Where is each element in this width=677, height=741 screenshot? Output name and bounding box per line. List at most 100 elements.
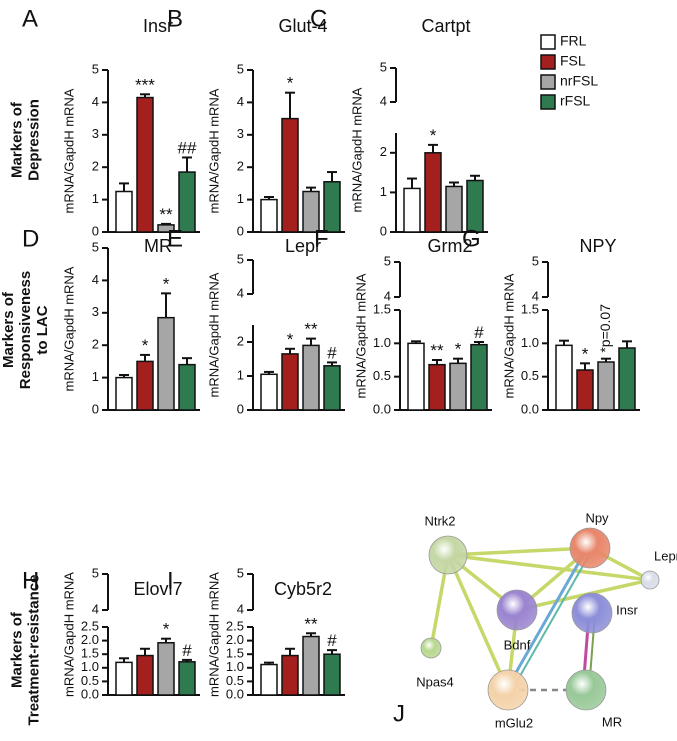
node-label: Npy bbox=[585, 510, 609, 525]
y-tick-label: 5 bbox=[380, 59, 387, 74]
y-tick-label: 2 bbox=[237, 159, 244, 174]
annotation: # bbox=[182, 641, 192, 660]
y-tick-label: 1 bbox=[237, 367, 244, 382]
annotation: * bbox=[455, 340, 462, 359]
y-tick-label: 1.5 bbox=[373, 301, 391, 316]
annotation: # bbox=[327, 343, 337, 362]
bar bbox=[281, 654, 299, 696]
row-label: Markers of bbox=[0, 291, 17, 368]
network-node bbox=[640, 570, 660, 590]
y-tick-label: 0 bbox=[380, 223, 387, 238]
bar bbox=[136, 654, 154, 696]
panel-letter: H bbox=[22, 567, 39, 594]
panel-letter: D bbox=[22, 225, 39, 252]
bar bbox=[178, 661, 196, 696]
annotation: * bbox=[582, 344, 589, 363]
panel-letter: F bbox=[314, 225, 329, 252]
y-tick-label: 3 bbox=[237, 126, 244, 141]
bar bbox=[157, 316, 175, 411]
chart-title: NPY bbox=[579, 236, 616, 256]
annotation: # bbox=[474, 323, 484, 342]
bar bbox=[260, 198, 278, 233]
network-node bbox=[569, 527, 611, 569]
annotation: ** bbox=[159, 205, 173, 224]
bar bbox=[302, 190, 320, 233]
y-tick-label: 4 bbox=[92, 601, 99, 616]
y-tick-label: 2 bbox=[92, 159, 99, 174]
y-tick-label: 5 bbox=[237, 61, 244, 76]
bar bbox=[407, 342, 425, 411]
y-tick-label: 0.5 bbox=[81, 673, 99, 688]
y-tick-label: 5 bbox=[532, 253, 539, 268]
bar bbox=[576, 369, 594, 411]
bar bbox=[281, 353, 299, 411]
network-node bbox=[571, 592, 613, 634]
bar bbox=[302, 344, 320, 411]
y-tick-label: 1 bbox=[380, 184, 387, 199]
y-tick-label: 1.5 bbox=[226, 646, 244, 661]
network-edges bbox=[429, 546, 651, 691]
y-axis-label: mRNA/GapdH mRNA bbox=[61, 572, 76, 697]
chart-title: Grm2 bbox=[428, 236, 473, 256]
y-tick-label: 0.0 bbox=[81, 686, 99, 701]
chart-title: Lepr bbox=[285, 236, 321, 256]
bar-chart: H Elovl7 mRNA/GapdH mRNA 0.00.51.01.52.02.5… bbox=[22, 565, 200, 701]
y-tick-label: 5 bbox=[237, 251, 244, 266]
y-axis-label: mRNA/GapdH mRNA bbox=[206, 88, 221, 213]
panel-letter: I bbox=[167, 567, 174, 594]
annotation: *** bbox=[135, 75, 155, 94]
annotation: *p=0.07 bbox=[597, 304, 613, 353]
y-tick-label: 4 bbox=[237, 601, 244, 616]
bar bbox=[597, 361, 615, 411]
node-label: mGlu2 bbox=[495, 715, 533, 730]
bar bbox=[136, 360, 154, 411]
annotation: ** bbox=[430, 341, 444, 360]
bar bbox=[470, 343, 488, 411]
bar-chart: C Cartpt mRNA/GapdH mRNA 0 1 2 4 5 * bbox=[310, 5, 488, 238]
annotation: * bbox=[430, 126, 437, 145]
bar bbox=[618, 347, 636, 411]
y-tick-label: 4 bbox=[237, 94, 244, 109]
y-tick-label: 1.5 bbox=[81, 646, 99, 661]
y-axis-label: mRNA/GapdH mRNA bbox=[349, 87, 364, 212]
chart-title: Glut-4 bbox=[278, 16, 327, 36]
panel-letter: C bbox=[310, 5, 327, 32]
chart-title: Cyb5r2 bbox=[274, 579, 332, 599]
node-label: Ntrk2 bbox=[424, 513, 455, 528]
y-axis-label: mRNA/GapdH mRNA bbox=[501, 273, 516, 398]
y-axis-label: mRNA/GapdH mRNA bbox=[61, 88, 76, 213]
y-tick-label: 2.0 bbox=[226, 632, 244, 647]
bar bbox=[157, 642, 175, 696]
bar bbox=[323, 365, 341, 411]
legend-swatch bbox=[540, 94, 556, 110]
row-label: Treatment-resistance bbox=[25, 575, 42, 726]
y-tick-label: 4 bbox=[384, 288, 391, 303]
y-tick-label: 3 bbox=[92, 126, 99, 141]
bar bbox=[178, 171, 196, 233]
row-label: Depression bbox=[25, 99, 42, 181]
chart-title: Insr bbox=[143, 16, 173, 36]
bar bbox=[466, 179, 484, 233]
y-tick-label: 0 bbox=[92, 223, 99, 238]
network-edge bbox=[504, 549, 588, 691]
y-tick-label: 4 bbox=[92, 272, 99, 287]
bar bbox=[115, 376, 133, 411]
y-axis-label: mRNA/GapdH mRNA bbox=[206, 272, 221, 397]
y-tick-label: 0 bbox=[237, 401, 244, 416]
y-tick-label: 1.0 bbox=[521, 335, 539, 350]
y-tick-label: 1 bbox=[237, 191, 244, 206]
row-label: to LAC bbox=[34, 305, 51, 354]
y-tick-label: 2 bbox=[92, 337, 99, 352]
bar bbox=[281, 117, 299, 233]
bar bbox=[178, 363, 196, 411]
network-edge bbox=[511, 549, 593, 691]
panel-letter: A bbox=[22, 5, 38, 32]
chart-title: Cartpt bbox=[421, 16, 470, 36]
y-tick-label: 2.0 bbox=[81, 632, 99, 647]
bar bbox=[115, 661, 133, 696]
bar bbox=[260, 373, 278, 411]
y-axis-label: mRNA/GapdH mRNA bbox=[61, 266, 76, 391]
legend-swatch bbox=[540, 34, 556, 50]
